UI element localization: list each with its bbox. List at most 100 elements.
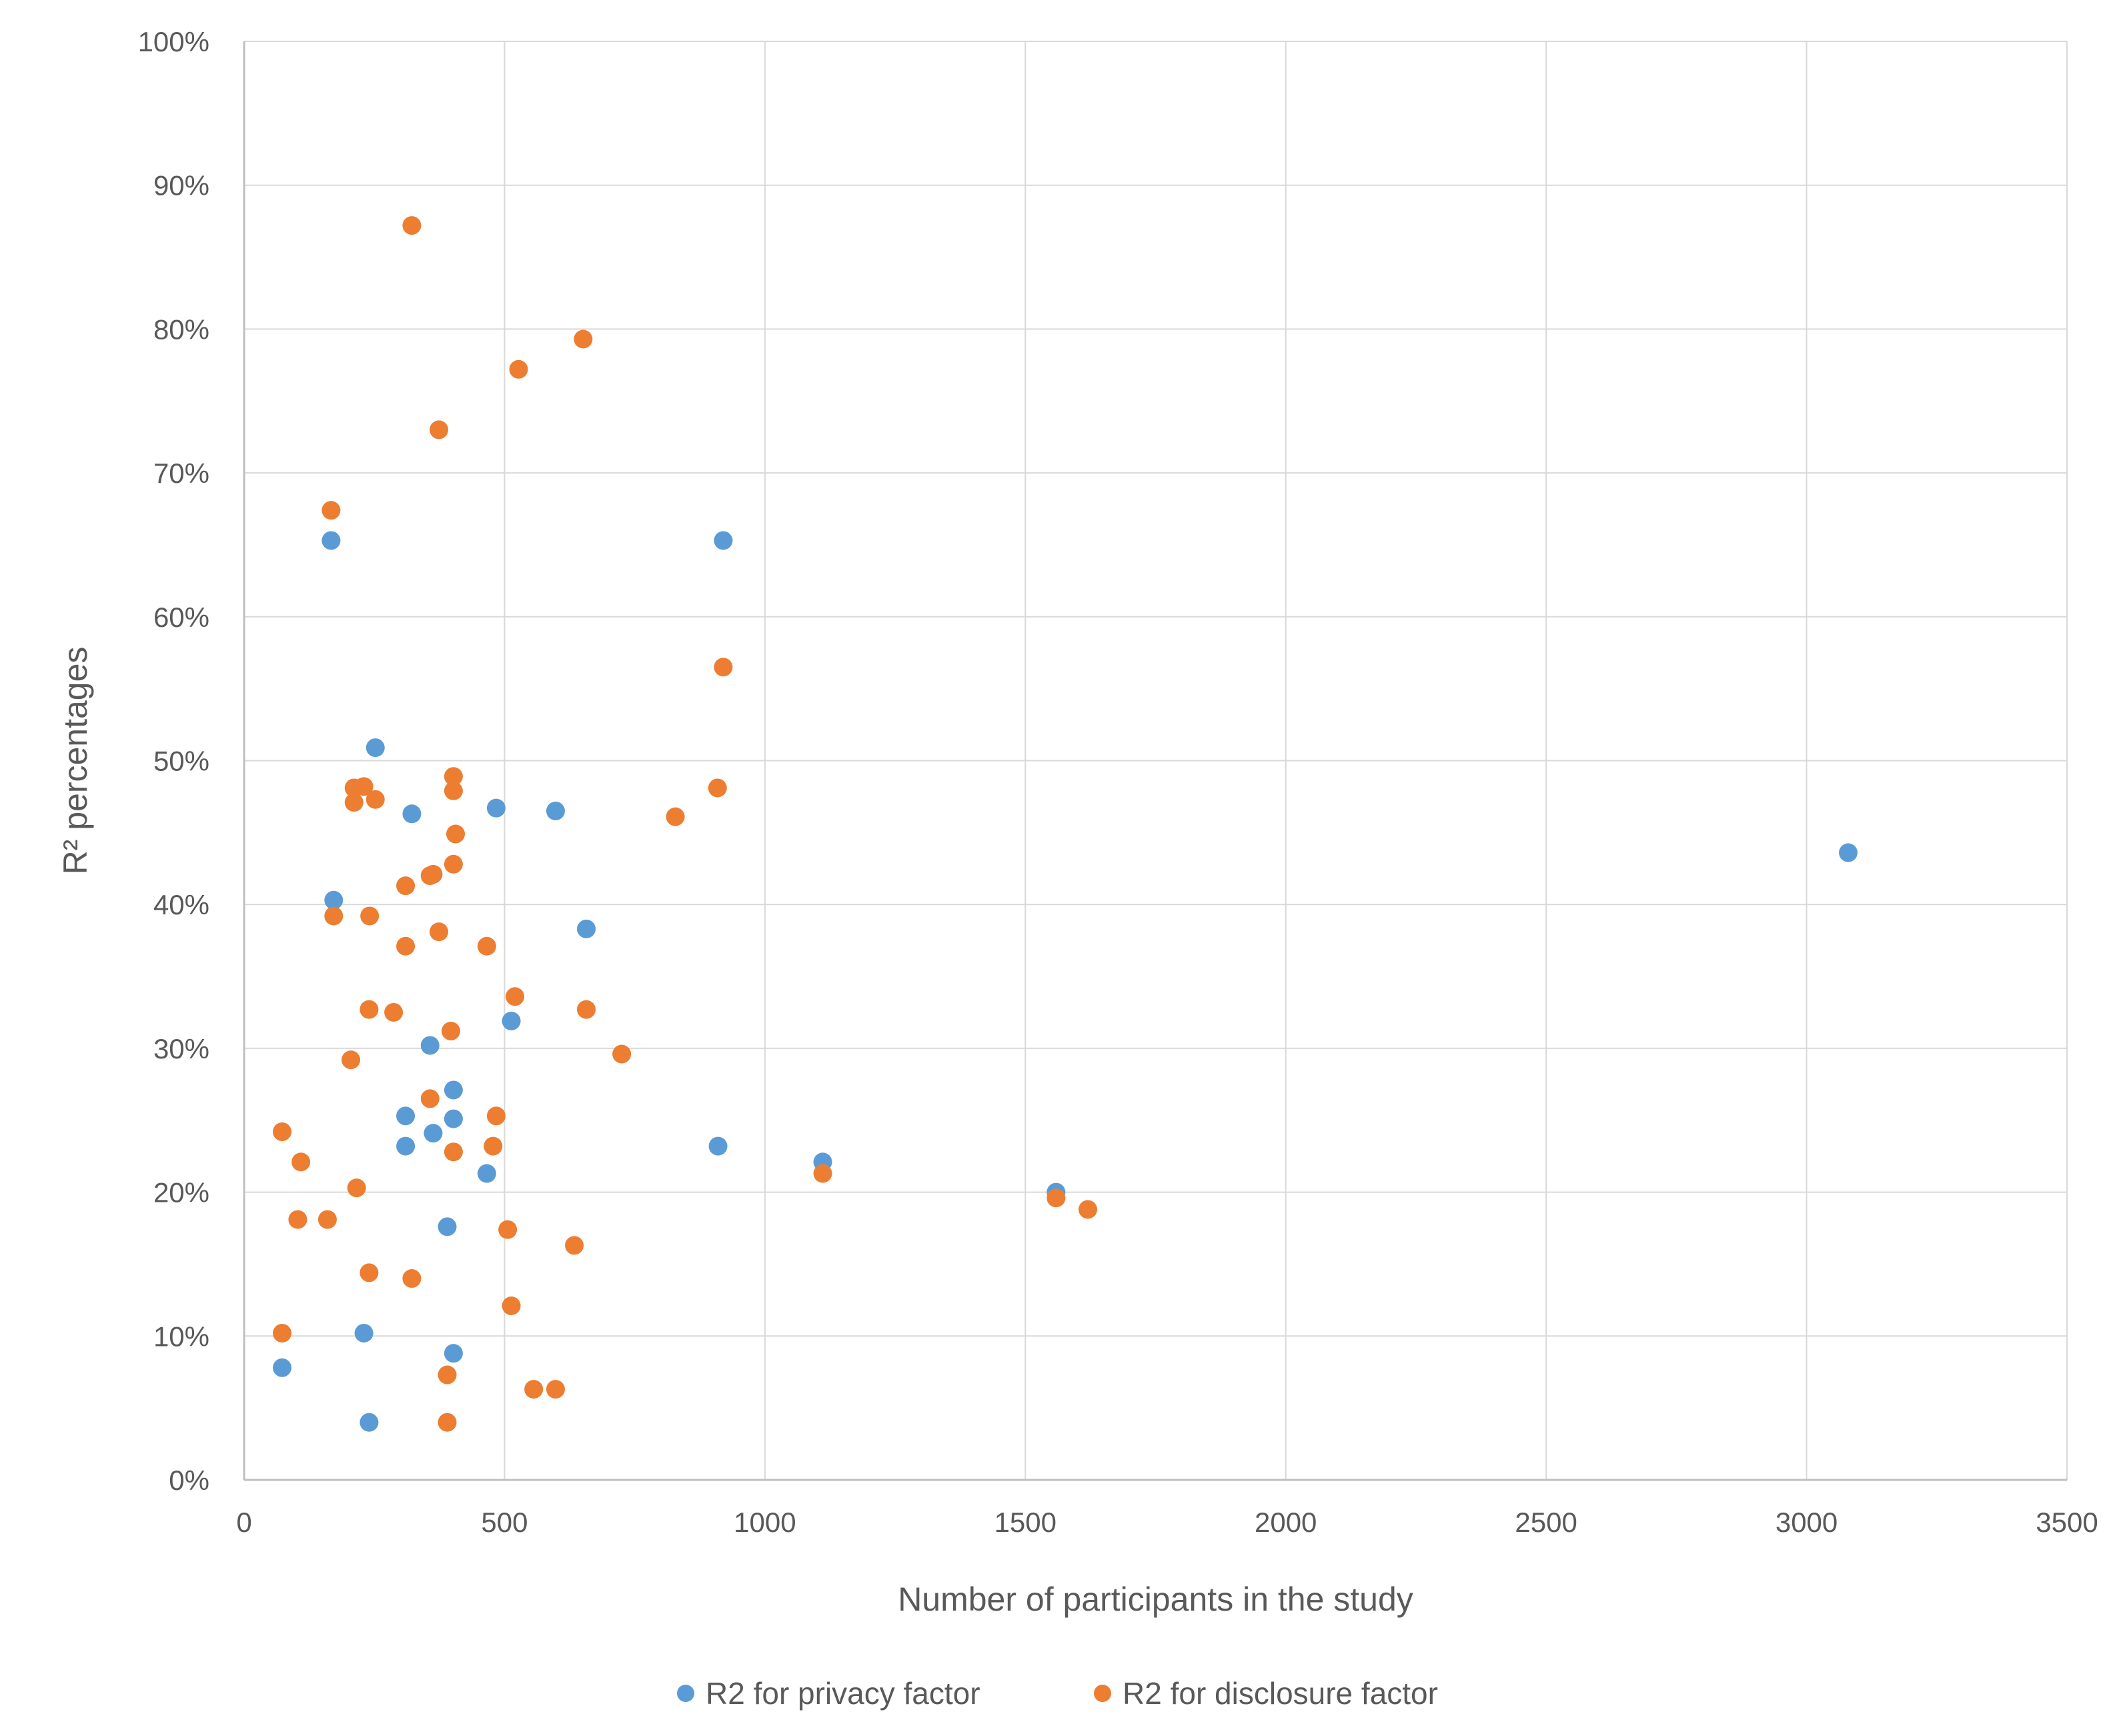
privacy-point bbox=[444, 1109, 463, 1128]
privacy-point bbox=[321, 531, 341, 550]
privacy-point bbox=[396, 1136, 416, 1156]
disclosure-point bbox=[612, 1044, 632, 1064]
x-tick-label: 3500 bbox=[2036, 1507, 2098, 1538]
privacy-point bbox=[502, 1011, 521, 1030]
disclosure-point bbox=[1046, 1188, 1066, 1208]
disclosure-point bbox=[565, 1236, 584, 1255]
privacy-point bbox=[444, 1344, 463, 1363]
privacy-point bbox=[324, 890, 343, 910]
disclosure-point bbox=[666, 807, 685, 826]
privacy-point bbox=[354, 1323, 374, 1343]
disclosure-point bbox=[574, 329, 593, 349]
privacy-point bbox=[420, 1036, 440, 1055]
axes bbox=[243, 41, 2067, 1481]
privacy-point bbox=[424, 1124, 443, 1143]
disclosure-point bbox=[324, 906, 343, 926]
x-tick-label: 3000 bbox=[1776, 1507, 1838, 1538]
x-tick-label: 0 bbox=[236, 1507, 251, 1538]
x-tick-label: 1500 bbox=[994, 1507, 1056, 1538]
y-tick-label: 90% bbox=[153, 170, 209, 201]
y-tick-label: 80% bbox=[153, 313, 209, 345]
disclosure-point bbox=[344, 793, 364, 812]
privacy-point bbox=[708, 1136, 728, 1156]
privacy-point bbox=[438, 1217, 457, 1236]
privacy-point bbox=[360, 1413, 379, 1432]
y-tick-label: 50% bbox=[153, 746, 209, 777]
y-tick-label: 40% bbox=[153, 889, 209, 920]
grid-lines bbox=[244, 41, 2068, 1480]
disclosure-point bbox=[360, 1263, 379, 1282]
y-tick-label: 20% bbox=[153, 1177, 209, 1208]
disclosure-point bbox=[442, 1022, 461, 1041]
disclosure-point bbox=[396, 876, 416, 896]
disclosure-point bbox=[317, 1210, 337, 1229]
tick-labels: 0% 10% 20% 30% 40% 50% 60% 70% 80% 90% 100% 0 500 100… bbox=[138, 26, 2098, 1538]
disclosure-point bbox=[396, 936, 416, 956]
disclosure-point bbox=[402, 1269, 422, 1288]
disclosure-point bbox=[354, 777, 374, 796]
legend-disclosure-label: R2 for disclosure factor bbox=[1123, 1676, 1438, 1711]
x-tick-label: 2500 bbox=[1515, 1507, 1577, 1538]
disclosure-point bbox=[498, 1220, 518, 1239]
disclosure-point bbox=[444, 1142, 463, 1162]
disclosure-point bbox=[341, 1050, 361, 1070]
disclosure-point bbox=[486, 1106, 506, 1126]
disclosure-point bbox=[477, 936, 496, 956]
y-tick-label: 60% bbox=[153, 602, 209, 633]
disclosure-point bbox=[714, 658, 733, 677]
disclosure-point bbox=[438, 1365, 457, 1385]
disclosure-point bbox=[430, 420, 449, 440]
x-tick-label: 500 bbox=[481, 1507, 528, 1538]
y-tick-label: 70% bbox=[153, 458, 209, 489]
y-tick-label: 30% bbox=[153, 1033, 209, 1064]
privacy-point bbox=[477, 1164, 496, 1183]
privacy-point bbox=[444, 1080, 463, 1100]
disclosure-point bbox=[444, 781, 463, 800]
disclosure-point bbox=[524, 1380, 544, 1399]
privacy-point bbox=[273, 1358, 292, 1377]
disclosure-point bbox=[321, 501, 341, 520]
disclosure-point bbox=[420, 1089, 440, 1108]
y-tick-label: 0% bbox=[169, 1465, 209, 1496]
legend: R2 for privacy factor R2 for disclosure f… bbox=[677, 1676, 1438, 1711]
disclosure-point bbox=[273, 1323, 292, 1343]
disclosure-point bbox=[424, 864, 443, 884]
x-tick-label: 2000 bbox=[1255, 1507, 1317, 1538]
privacy-point bbox=[714, 531, 733, 550]
x-tick-label: 1000 bbox=[734, 1507, 796, 1538]
y-tick-label: 100% bbox=[138, 26, 209, 57]
disclosure-point bbox=[366, 790, 385, 809]
y-axis-title: R² percentages bbox=[57, 647, 94, 875]
disclosure-point bbox=[291, 1152, 311, 1172]
disclosure-point bbox=[347, 1178, 366, 1198]
disclosure-point bbox=[506, 987, 525, 1006]
disclosure-point bbox=[1078, 1200, 1097, 1219]
disclosure-point bbox=[708, 778, 727, 798]
privacy-point bbox=[1839, 843, 1858, 862]
privacy-point bbox=[402, 804, 422, 824]
privacy-point bbox=[396, 1106, 416, 1126]
disclosure-point bbox=[288, 1210, 307, 1229]
disclosure-point bbox=[446, 824, 466, 844]
privacy-point bbox=[546, 801, 565, 820]
disclosure-point bbox=[384, 1002, 404, 1022]
disclosure-point bbox=[444, 854, 463, 874]
x-axis-title: Number of participants in the study bbox=[898, 1581, 1413, 1618]
privacy-point bbox=[577, 919, 596, 938]
disclosure-point bbox=[273, 1122, 292, 1142]
disclosure-point bbox=[360, 906, 380, 926]
disclosure-point bbox=[546, 1380, 565, 1399]
legend-privacy-marker bbox=[677, 1685, 694, 1702]
data-points bbox=[273, 216, 1858, 1432]
disclosure-point bbox=[484, 1136, 503, 1156]
disclosure-point bbox=[813, 1164, 832, 1183]
disclosure-point bbox=[502, 1296, 521, 1316]
privacy-point bbox=[366, 738, 385, 758]
disclosure-point bbox=[444, 767, 463, 786]
legend-privacy-label: R2 for privacy factor bbox=[706, 1676, 980, 1711]
privacy-point bbox=[486, 798, 506, 818]
disclosure-point bbox=[509, 359, 528, 379]
disclosure-point bbox=[360, 1000, 379, 1019]
